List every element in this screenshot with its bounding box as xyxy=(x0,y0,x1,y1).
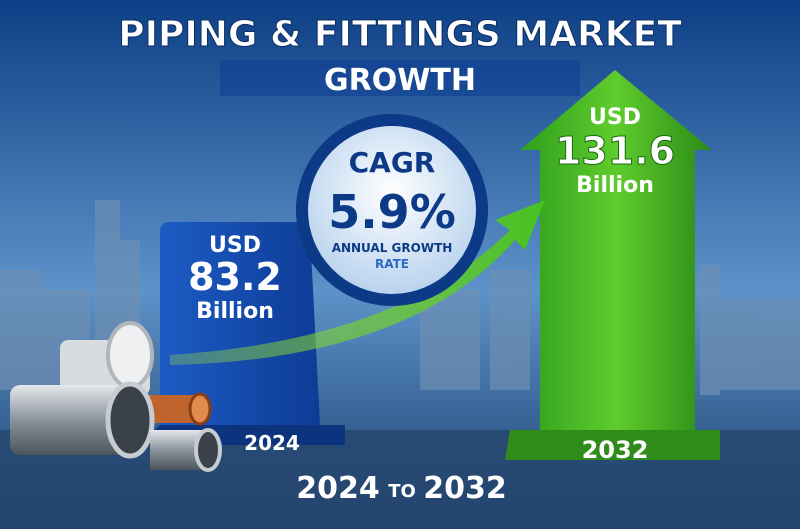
footer-joiner: TO xyxy=(388,481,416,502)
cagr-circle xyxy=(308,126,476,294)
footer-from: 2024 xyxy=(296,471,380,506)
cagr-caption: ANNUAL GROWTH xyxy=(332,241,453,255)
cagr-label: CAGR xyxy=(349,146,436,179)
title: PIPING & FITTINGS MARKET xyxy=(118,14,682,55)
bar-2024 xyxy=(160,222,320,425)
end-unit: Billion xyxy=(576,173,654,198)
cagr-caption: RATE xyxy=(375,257,409,271)
end-currency: USD xyxy=(589,105,641,130)
growth-curve xyxy=(170,200,545,365)
start-year: 2024 xyxy=(244,431,300,455)
footer-to: 2032 xyxy=(423,471,507,506)
arrow-2032 xyxy=(520,70,712,430)
start-currency: USD xyxy=(209,233,261,258)
subtitle-band xyxy=(220,60,580,96)
end-amount: 131.6 xyxy=(555,129,675,173)
arrow-base xyxy=(505,430,720,460)
start-amount: 83.2 xyxy=(188,255,282,299)
subtitle: GROWTH xyxy=(324,63,476,98)
start-unit: Billion xyxy=(196,299,274,324)
pipes xyxy=(10,321,222,472)
end-year: 2032 xyxy=(582,436,649,464)
cagr-value: 5.9% xyxy=(328,185,456,239)
